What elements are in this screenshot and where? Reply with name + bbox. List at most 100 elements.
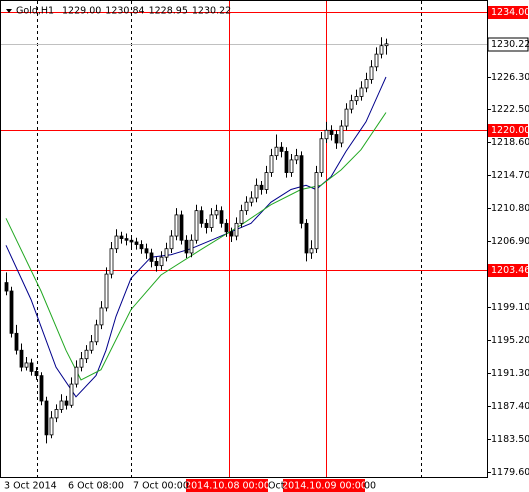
y-tick-label: 1199.10 xyxy=(491,302,529,313)
candle-body xyxy=(54,409,59,419)
candle-body xyxy=(249,197,254,203)
candle-body xyxy=(94,324,99,343)
candle-body xyxy=(79,358,84,368)
candle-body xyxy=(74,366,79,385)
candle-body xyxy=(359,87,364,97)
candle-body xyxy=(149,252,154,262)
candle-body xyxy=(209,214,214,228)
candle-body xyxy=(69,383,74,406)
candle-body xyxy=(349,100,354,110)
y-tick-label: 1206.90 xyxy=(491,236,529,247)
candle-body xyxy=(139,244,144,250)
header-value: 1229.00 xyxy=(62,6,101,17)
candle-body xyxy=(169,235,174,250)
candle-body xyxy=(39,375,44,402)
header-value: 1230.84 xyxy=(105,6,144,17)
x-tick-label: 3 Oct 2014 xyxy=(4,481,57,492)
y-tick-label: 1187.40 xyxy=(491,401,529,412)
candle-body xyxy=(29,362,34,372)
date-marker-label: 2014.10.09 00:00 xyxy=(282,481,367,492)
candle-body xyxy=(19,349,24,368)
candle-body xyxy=(384,43,389,47)
candle-body xyxy=(129,239,134,243)
candle-body xyxy=(194,210,199,241)
header-value: 1228.95 xyxy=(149,6,188,17)
candle-body xyxy=(239,210,244,224)
candle-body xyxy=(159,256,164,267)
candle-body xyxy=(304,222,309,254)
candle-body xyxy=(214,210,219,216)
x-tick-label: Oct xyxy=(268,481,285,492)
level-label: 1203.46 xyxy=(491,265,529,276)
candle-body xyxy=(334,134,339,144)
candle-body xyxy=(254,184,259,199)
candle-body xyxy=(364,79,369,89)
candle-body xyxy=(224,222,229,233)
menu-arrow xyxy=(6,9,12,13)
plot-frame xyxy=(0,0,488,478)
y-tick-label: 1222.50 xyxy=(491,104,529,115)
candle-body xyxy=(44,400,49,436)
candle-body xyxy=(184,239,189,254)
level-box xyxy=(488,124,528,137)
candle-body xyxy=(264,172,269,190)
candle-body xyxy=(84,349,89,360)
candle-body xyxy=(9,290,14,334)
candle-body xyxy=(104,273,109,309)
candle-body xyxy=(284,151,289,173)
header-value: 1230.22 xyxy=(192,6,231,17)
level-box xyxy=(488,264,528,277)
candle-body xyxy=(24,362,29,368)
candle-body xyxy=(134,241,139,245)
candle-body xyxy=(144,248,149,254)
y-tick-label: 1218.60 xyxy=(491,137,529,148)
level-label: 1234.00 xyxy=(491,7,529,18)
candle-body xyxy=(329,129,334,135)
y-tick-label: 1226.30 xyxy=(491,72,529,83)
x-tick-label: 00 xyxy=(364,481,376,492)
candle-body xyxy=(379,45,384,55)
current-price-box xyxy=(487,37,529,52)
level-label: 1220.00 xyxy=(491,125,529,136)
y-tick-label: 1210.80 xyxy=(491,203,529,214)
candle-body xyxy=(34,371,39,377)
candle-body xyxy=(59,400,64,410)
candle-body xyxy=(199,210,204,224)
candle-body xyxy=(319,138,324,173)
plot-area xyxy=(1,1,487,478)
level-box xyxy=(488,6,528,19)
y-tick-label: 1191.30 xyxy=(491,368,529,379)
candle-body xyxy=(204,222,209,228)
candle-body xyxy=(344,108,349,127)
date-marker-box xyxy=(283,479,365,492)
candle-body xyxy=(269,155,274,173)
candle-body xyxy=(119,235,124,239)
candle-body xyxy=(219,210,224,224)
y-tick-label: 1214.70 xyxy=(491,170,529,181)
candle-body xyxy=(49,417,54,436)
candle-body xyxy=(274,146,279,157)
candle-body xyxy=(114,235,119,250)
candle-body xyxy=(294,155,299,161)
candle-body xyxy=(314,172,319,250)
candle-body xyxy=(174,214,179,237)
candle-body xyxy=(354,96,359,102)
candle-body xyxy=(164,248,169,258)
candle-body xyxy=(189,239,194,254)
candle-body xyxy=(289,159,294,173)
y-tick-label: 1179.60 xyxy=(491,467,529,478)
y-tick-label: 1195.20 xyxy=(491,335,529,346)
candle-body xyxy=(229,231,234,237)
candle-body xyxy=(14,332,19,351)
date-marker-box xyxy=(186,479,268,492)
candle-body xyxy=(374,53,379,68)
candle-body xyxy=(324,129,329,140)
moving-average xyxy=(5,112,387,381)
symbol: Gold,H1 xyxy=(16,6,54,17)
x-tick-label: 6 Oct 08:00 xyxy=(68,481,124,492)
date-marker-label: 2014.10.08 00:00 xyxy=(185,481,270,492)
candle-body xyxy=(124,238,129,241)
candle-body xyxy=(64,400,69,406)
candle-body xyxy=(179,214,184,241)
